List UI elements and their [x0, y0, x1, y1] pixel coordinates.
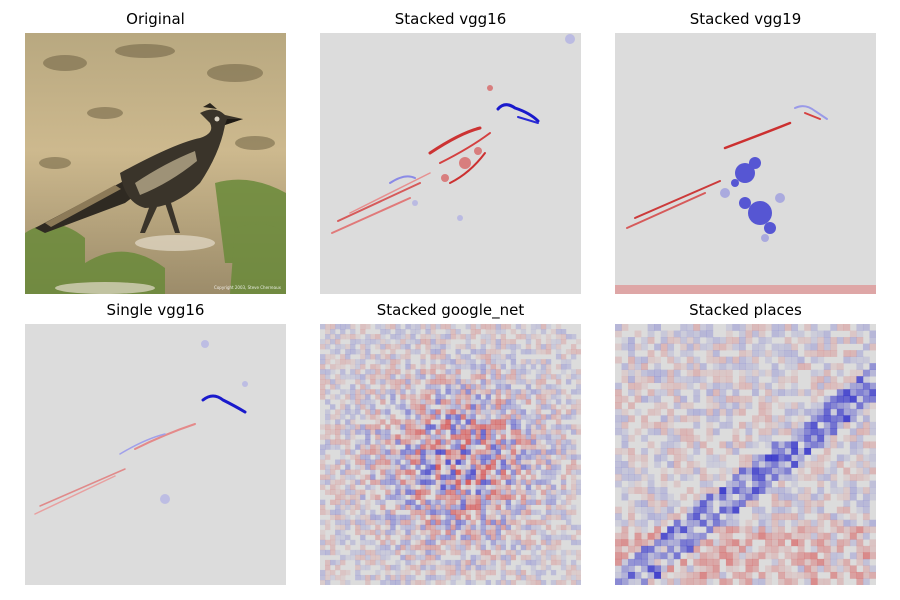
panel-title-stacked-google-net: Stacked google_net — [376, 301, 525, 319]
panel-title-stacked-vgg16: Stacked vgg16 — [394, 10, 507, 28]
heatmap-stacked-google-net — [320, 324, 581, 585]
heatmap-stacked-places — [615, 324, 876, 585]
panel-title-original: Original — [126, 10, 185, 28]
panel-title-single-vgg16: Single vgg16 — [106, 301, 205, 319]
original-image: Copyright 2003, Steve Cherreaux — [25, 33, 286, 294]
heatmap-single-vgg16 — [25, 324, 286, 585]
saliency-map-single-vgg16 — [25, 324, 286, 585]
heatmap-stacked-vgg16 — [320, 33, 581, 294]
saliency-map-stacked-vgg16 — [320, 33, 581, 294]
saliency-map-stacked-google-net — [320, 324, 581, 585]
panel-title-stacked-places: Stacked places — [689, 301, 802, 319]
saliency-map-stacked-vgg19 — [615, 33, 876, 294]
watermark-text: Copyright 2003, Steve Cherreaux — [214, 285, 282, 290]
heatmap-stacked-vgg19 — [615, 33, 876, 294]
roadrunner-photo: Copyright 2003, Steve Cherreaux — [25, 33, 286, 294]
roadrunner-figure — [35, 103, 243, 233]
panel-title-stacked-vgg19: Stacked vgg19 — [689, 10, 802, 28]
saliency-map-stacked-places — [615, 324, 876, 585]
